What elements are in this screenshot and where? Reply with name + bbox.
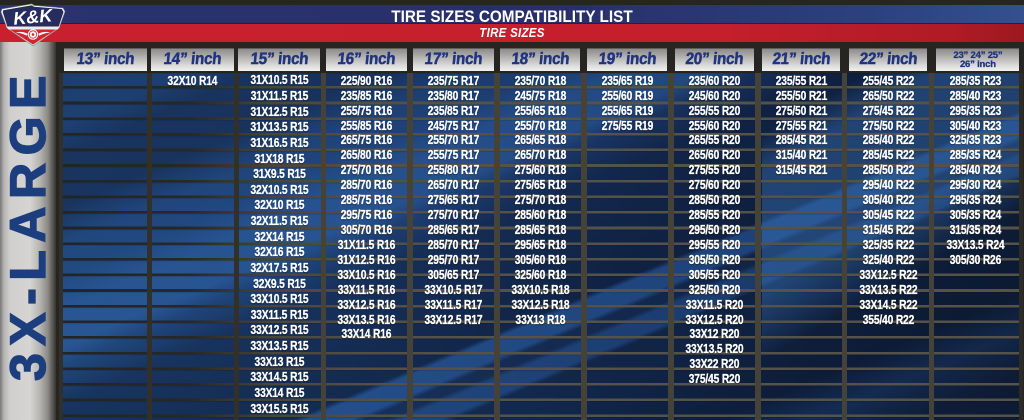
svg-text:K&K: K&K (12, 5, 55, 28)
